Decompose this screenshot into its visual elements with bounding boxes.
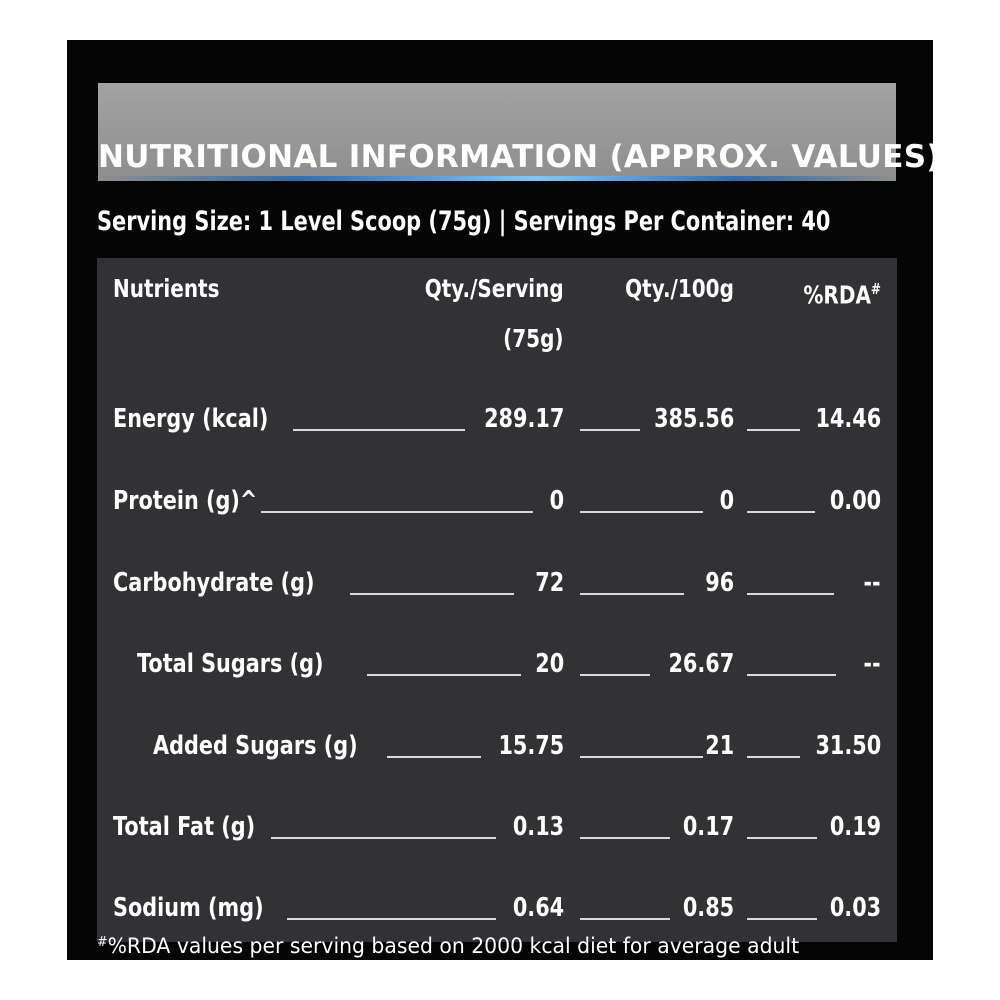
qty-100g-value: 0.17 <box>682 812 734 842</box>
rda-value: 0.19 <box>829 812 881 842</box>
nutrient-name: Energy (kcal) <box>113 404 269 434</box>
rda-value: 14.46 <box>815 404 881 434</box>
leader-line <box>747 593 834 595</box>
nutrient-name: Protein (g)^ <box>113 486 258 516</box>
leader-line <box>287 918 496 920</box>
leader-line <box>747 674 836 676</box>
leader-line <box>367 674 521 676</box>
leader-line <box>580 674 650 676</box>
footnote-mark: # <box>97 935 108 950</box>
qty-100g-value: 96 <box>705 568 734 598</box>
qty-serving-value: 72 <box>535 568 564 598</box>
qty-serving-value: 289.17 <box>483 404 564 434</box>
qty-serving-value: 20 <box>535 649 564 679</box>
header-rda-label: %RDA <box>803 280 871 310</box>
header-qty-serving-weight: (75g) <box>503 324 564 353</box>
title-underline-glow <box>98 176 896 181</box>
qty-100g-value: 0 <box>719 486 734 516</box>
rda-value: -- <box>863 649 881 679</box>
header-qty-100g: Qty./100g <box>625 274 734 303</box>
rda-value: -- <box>863 568 881 598</box>
nutrient-name: Total Sugars (g) <box>137 649 324 679</box>
leader-line <box>271 837 496 839</box>
leader-line <box>747 511 815 513</box>
nutrient-name: Carbohydrate (g) <box>113 568 315 598</box>
footnote-text: %RDA values per serving based on 2000 kc… <box>107 934 800 958</box>
leader-line <box>580 593 684 595</box>
leader-line <box>580 918 670 920</box>
header-nutrients: Nutrients <box>113 274 220 303</box>
rda-value: 31.50 <box>815 731 881 761</box>
qty-serving-value: 0 <box>549 486 564 516</box>
qty-serving-value: 15.75 <box>498 731 564 761</box>
qty-serving-value: 0.64 <box>512 893 564 923</box>
serving-info: Serving Size: 1 Level Scoop (75g) | Serv… <box>97 206 831 237</box>
leader-line <box>747 756 800 758</box>
leader-line <box>350 593 514 595</box>
rda-value: 0.00 <box>829 486 881 516</box>
header-qty-serving: Qty./Serving <box>425 274 564 303</box>
nutrient-name: Total Fat (g) <box>113 812 256 842</box>
header-rda-mark: # <box>870 280 881 298</box>
header-rda: %RDA# <box>803 272 881 312</box>
qty-100g-value: 21 <box>705 731 734 761</box>
qty-100g-value: 26.67 <box>668 649 734 679</box>
panel-title: NUTRITIONAL INFORMATION (APPROX. VALUES)… <box>98 139 954 175</box>
qty-100g-value: 0.85 <box>682 893 734 923</box>
leader-line <box>747 429 800 431</box>
nutrition-panel: NUTRITIONAL INFORMATION (APPROX. VALUES)… <box>67 40 954 960</box>
nutrient-name: Sodium (mg) <box>113 893 264 923</box>
nutrient-name: Added Sugars (g) <box>153 731 358 761</box>
leader-line <box>580 837 670 839</box>
leader-line <box>387 756 481 758</box>
leader-line <box>747 837 817 839</box>
leader-line <box>747 918 817 920</box>
leader-line <box>580 429 640 431</box>
title-bar: NUTRITIONAL INFORMATION (APPROX. VALUES)… <box>98 83 954 181</box>
leader-line <box>580 511 703 513</box>
qty-100g-value: 385.56 <box>653 404 734 434</box>
rda-value: 0.03 <box>829 893 881 923</box>
footnote: #%RDA values per serving based on 2000 k… <box>97 928 892 958</box>
leader-line <box>261 511 533 513</box>
leader-line <box>580 756 703 758</box>
leader-line <box>293 429 465 431</box>
nutrition-table: Nutrients Qty./Serving (75g) Qty./100g %… <box>97 258 897 942</box>
qty-serving-value: 0.13 <box>512 812 564 842</box>
